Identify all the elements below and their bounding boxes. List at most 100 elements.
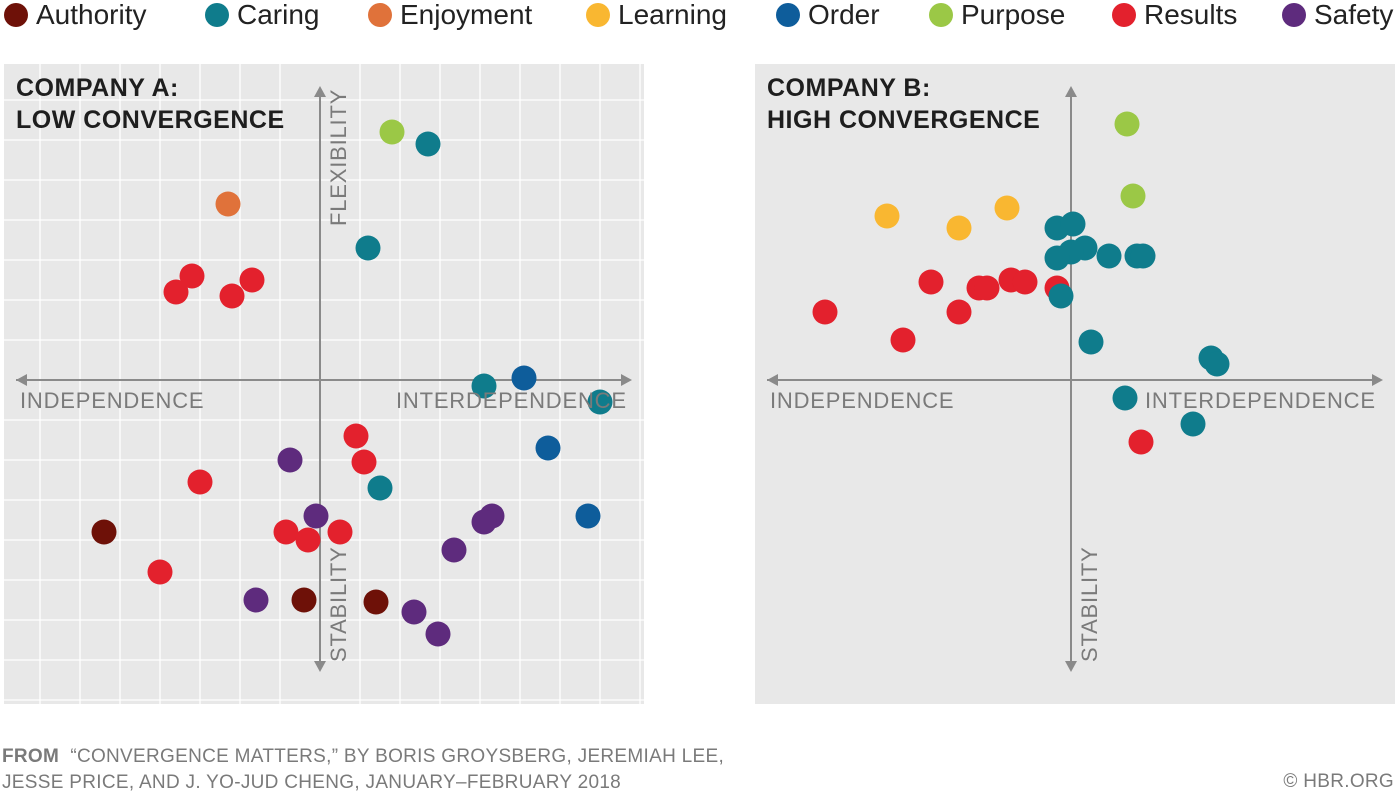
company-b-panel: COMPANY B: HIGH CONVERGENCE INDEPENDENCE… (755, 64, 1395, 704)
company-b-y-neg-label: STABILITY (1077, 546, 1102, 662)
company-b-axis-arrowhead (767, 374, 778, 386)
source-note: FROM “CONVERGENCE MATTERS,” BY BORIS GRO… (2, 744, 724, 796)
company-a-x-pos-label: INTERDEPENDENCE (396, 388, 627, 413)
company-a-title-line1: COMPANY A: (16, 74, 179, 102)
legend-item-results: Results (1112, 0, 1237, 30)
company-a-x-neg-label: INDEPENDENCE (20, 388, 205, 413)
company-a-y-pos-label: FLEXIBILITY (326, 88, 351, 226)
company-b-point-purpose (1114, 111, 1140, 137)
company-b-axis-arrowhead (1372, 374, 1383, 386)
company-a-point-authority (291, 587, 317, 613)
company-b-point-caring (1060, 211, 1086, 237)
legend-swatch (1112, 3, 1136, 27)
legend-label: Order (808, 0, 880, 30)
company-b-point-caring (1130, 243, 1156, 269)
company-a-point-caring (587, 389, 613, 415)
legend-swatch (205, 3, 229, 27)
legend-swatch (4, 3, 28, 27)
company-a-point-results (273, 519, 299, 545)
legend-label: Purpose (961, 0, 1066, 30)
company-a-axes (16, 86, 632, 672)
legend-swatch (776, 3, 800, 27)
company-a-title-line2: LOW CONVERGENCE (16, 106, 285, 134)
company-a-point-caring (415, 131, 441, 157)
legend-label: Results (1144, 0, 1238, 30)
company-b-axis-arrowhead (1065, 661, 1077, 672)
legend-item-enjoyment: Enjoyment (368, 0, 532, 30)
company-a-point-results (163, 279, 189, 305)
company-b-point-results (974, 275, 1000, 301)
legend-item-safety: Safety (1282, 0, 1393, 30)
company-b-x-pos-label: INTERDEPENDENCE (1145, 388, 1376, 413)
company-a-point-enjoyment (215, 191, 241, 217)
legend-label: Enjoyment (400, 0, 533, 30)
company-a-point-safety (471, 509, 497, 535)
company-a-point-results (351, 449, 377, 475)
company-a-point-safety (401, 599, 427, 625)
company-a-point-results (295, 527, 321, 553)
company-b-point-results (1128, 429, 1154, 455)
company-b-axes (767, 86, 1383, 672)
company-a-point-safety (441, 537, 467, 563)
company-a-panel: COMPANY A: LOW CONVERGENCE INDEPENDENCE … (4, 64, 644, 704)
legend-item-caring: Caring (205, 0, 319, 30)
company-a-point-results (327, 519, 353, 545)
company-a-point-results (187, 469, 213, 495)
legend-label: Caring (237, 0, 320, 30)
legend-swatch (929, 3, 953, 27)
company-b-point-caring (1096, 243, 1122, 269)
company-a-point-order (575, 503, 601, 529)
company-b-point-results (946, 299, 972, 325)
company-a-point-safety (277, 447, 303, 473)
company-a-point-safety (243, 587, 269, 613)
company-a-point-caring (471, 373, 497, 399)
company-a-point-order (511, 365, 537, 391)
company-a-axis-arrowhead (16, 374, 27, 386)
company-b-point-caring (1078, 329, 1104, 355)
company-b-point-learning (994, 195, 1020, 221)
legend-item-purpose: Purpose (929, 0, 1065, 30)
company-b-point-results (812, 299, 838, 325)
company-a-axis-arrowhead (314, 86, 326, 97)
company-b-point-caring (1180, 411, 1206, 437)
legend-label: Safety (1314, 0, 1394, 30)
company-b-point-results (1012, 269, 1038, 295)
company-a-point-caring (367, 475, 393, 501)
company-a-axis-arrowhead (621, 374, 632, 386)
company-a-plot (4, 64, 644, 704)
company-b-point-caring (1204, 351, 1230, 377)
company-b-title-line2: HIGH CONVERGENCE (767, 106, 1041, 134)
legend-item-learning: Learning (586, 0, 727, 30)
copyright-note: © HBR.ORG (1283, 771, 1394, 792)
company-a-point-order (535, 435, 561, 461)
company-a-point-results (179, 263, 205, 289)
legend-swatch (586, 3, 610, 27)
source-line-1: FROM “CONVERGENCE MATTERS,” BY BORIS GRO… (2, 744, 724, 770)
company-b-x-neg-label: INDEPENDENCE (770, 388, 955, 413)
company-a-point-caring (355, 235, 381, 261)
company-a-point-safety (425, 621, 451, 647)
company-a-point-authority (363, 589, 389, 615)
company-b-title-line1: COMPANY B: (767, 74, 931, 102)
company-b-point-results (918, 269, 944, 295)
company-a-point-authority (91, 519, 117, 545)
company-a-point-results (239, 267, 265, 293)
company-b-point-caring (1044, 245, 1070, 271)
company-a-axis-arrowhead (314, 661, 326, 672)
source-line-2: JESSE PRICE, AND J. YO-JUD CHENG, JANUAR… (2, 772, 622, 793)
company-a-point-safety (303, 503, 329, 529)
company-a-point-purpose (379, 119, 405, 145)
source-line-1-text: “CONVERGENCE MATTERS,” BY BORIS GROYSBER… (70, 746, 725, 767)
company-b-point-caring (1112, 385, 1138, 411)
company-a-point-results (219, 283, 245, 309)
legend-label: Learning (618, 0, 727, 30)
legend-swatch (1282, 3, 1306, 27)
legend-swatch (368, 3, 392, 27)
company-b-axis-arrowhead (1065, 86, 1077, 97)
company-a-point-results (147, 559, 173, 585)
legend-label: Authority (36, 0, 147, 30)
company-b-title: COMPANY B: HIGH CONVERGENCE (767, 72, 1040, 136)
source-prefix: FROM (2, 746, 60, 767)
company-b-point-purpose (1120, 183, 1146, 209)
company-a-title: COMPANY A: LOW CONVERGENCE (16, 72, 285, 136)
